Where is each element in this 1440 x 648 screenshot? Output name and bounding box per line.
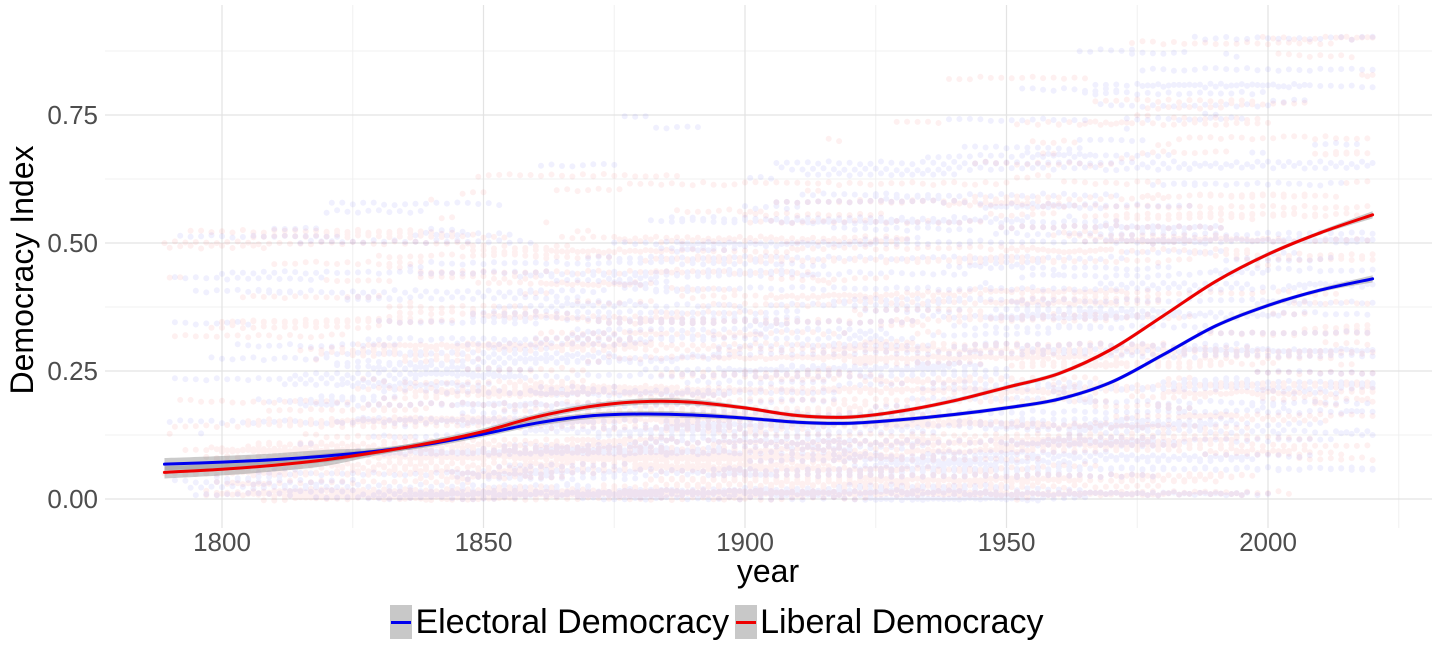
observation-points-electoral — [161, 33, 1376, 504]
legend-item-electoral: Electoral Democracy — [390, 603, 735, 642]
y-axis-title: Democracy Index — [4, 146, 40, 395]
series-line-liberal — [162, 213, 1375, 474]
legend-label-electoral: Electoral Democracy — [415, 602, 730, 641]
legend-label-liberal: Liberal Democracy — [760, 602, 1044, 641]
observation-points — [161, 33, 1376, 504]
legend-line-electoral — [391, 621, 412, 624]
observation-points-liberal — [166, 33, 1376, 504]
y-tick-label: 0.25 — [47, 356, 98, 386]
legend-key-electoral — [390, 605, 413, 639]
grid-lines — [105, 5, 1432, 528]
legend-item-liberal: Liberal Democracy — [735, 603, 1049, 642]
x-tick-label: 1800 — [193, 527, 251, 557]
trend-lines — [162, 211, 1375, 479]
x-axis-title: year — [737, 553, 800, 589]
legend-key-liberal — [735, 605, 758, 639]
y-tick-label: 0.00 — [47, 484, 98, 514]
y-tick-label: 0.75 — [47, 100, 98, 130]
x-tick-label: 1900 — [716, 527, 774, 557]
democracy-chart: 0.00 0.25 0.50 0.75 1800 1850 1900 1950 2000 ye… — [4, 5, 1432, 589]
x-tick-label: 1950 — [978, 527, 1036, 557]
x-tick-label: 1850 — [455, 527, 513, 557]
legend-line-liberal — [736, 621, 757, 624]
legend: Electoral Democracy Liberal Democracy — [0, 598, 1440, 646]
x-tick-label: 2000 — [1239, 527, 1297, 557]
x-axis-ticks: 1800 1850 1900 1950 2000 — [193, 527, 1297, 557]
y-axis-ticks: 0.00 0.25 0.50 0.75 — [47, 100, 98, 514]
y-tick-label: 0.50 — [47, 228, 98, 258]
